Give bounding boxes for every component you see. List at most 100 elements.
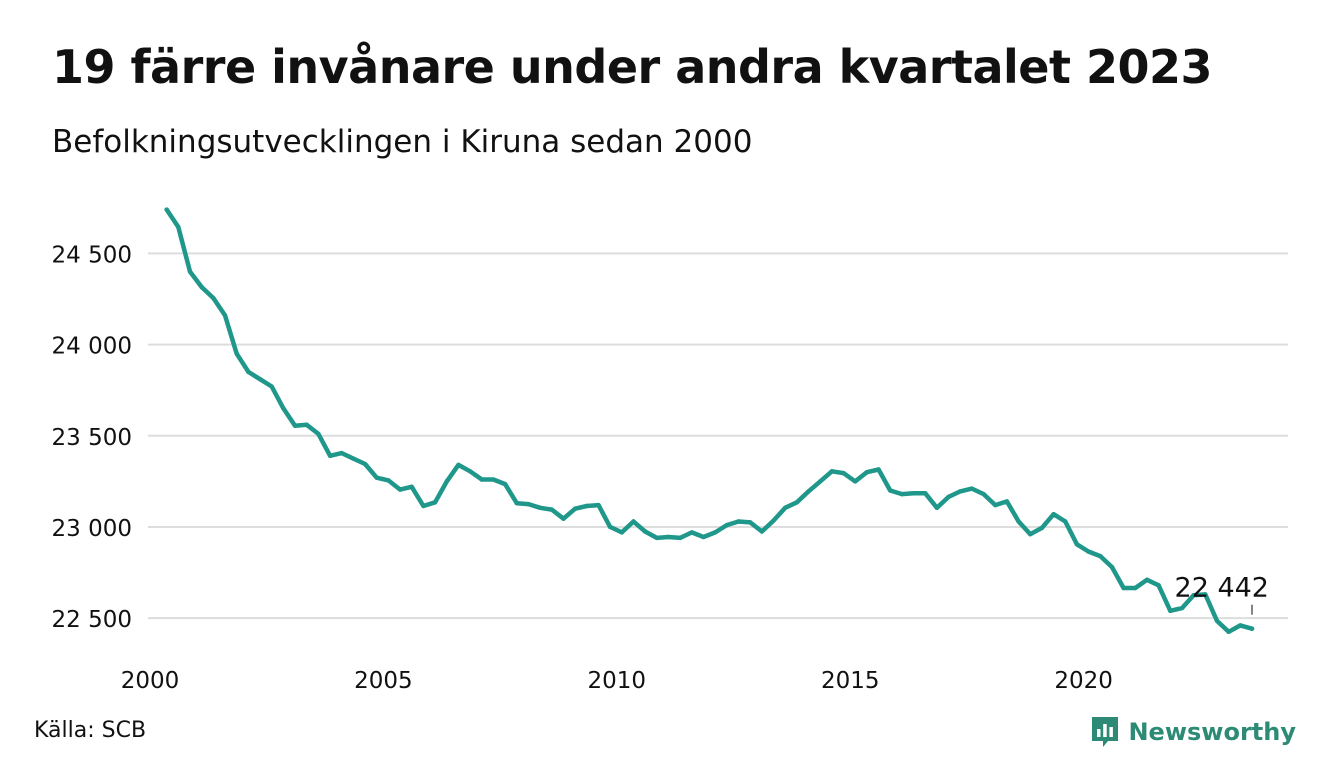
data-point xyxy=(222,313,228,318)
data-point xyxy=(607,524,613,530)
data-point xyxy=(1004,499,1010,504)
data-point xyxy=(292,423,298,428)
data-point xyxy=(362,461,368,467)
data-point xyxy=(1109,564,1115,570)
data-point xyxy=(1016,519,1021,524)
data-point xyxy=(1191,593,1196,598)
chart-title: 19 färre invånare under andra kvartalet … xyxy=(52,40,1213,94)
y-axis-ticks: 22 500 23 000 23 500 24 000 24 500 xyxy=(52,242,132,633)
annotation-label: 22 442 xyxy=(1175,573,1269,604)
data-point xyxy=(339,450,344,456)
data-point xyxy=(841,470,846,476)
data-point xyxy=(514,501,519,506)
data-point xyxy=(1203,592,1208,597)
grid-layer xyxy=(148,252,1288,620)
data-point xyxy=(911,491,916,496)
data-point xyxy=(316,431,321,437)
data-point xyxy=(876,467,881,472)
x-axis-ticks: 2000 2005 2010 2015 2020 xyxy=(121,668,1113,694)
data-point xyxy=(479,477,484,482)
data-point xyxy=(397,487,403,492)
data-point xyxy=(1156,583,1161,588)
data-point xyxy=(712,530,718,535)
x-tick-label: 2020 xyxy=(1054,668,1113,694)
data-point xyxy=(537,505,543,510)
data-point xyxy=(1028,532,1033,537)
data-point xyxy=(304,422,309,428)
data-point xyxy=(281,406,286,411)
brand-name: Newsworthy xyxy=(1128,718,1296,746)
data-point xyxy=(701,534,706,540)
data-point xyxy=(759,529,765,534)
data-point xyxy=(1168,608,1173,614)
data-point xyxy=(654,535,660,541)
data-point xyxy=(561,516,566,521)
data-point xyxy=(888,488,893,493)
y-tick-label: 22 500 xyxy=(52,607,132,633)
data-point xyxy=(351,456,356,461)
data-point xyxy=(246,369,251,375)
data-point xyxy=(1226,629,1231,634)
y-tick-label: 24 500 xyxy=(52,242,132,268)
data-point xyxy=(491,477,496,482)
data-point xyxy=(1133,585,1138,591)
y-tick-label: 24 000 xyxy=(52,334,132,360)
x-tick-label: 2000 xyxy=(121,668,180,694)
data-point xyxy=(409,484,414,490)
data-point xyxy=(689,530,695,535)
series-layer xyxy=(164,207,1255,635)
data-point xyxy=(969,486,975,491)
data-point xyxy=(327,453,333,459)
data-point xyxy=(782,505,788,510)
data-point xyxy=(596,502,601,508)
data-point xyxy=(771,518,776,523)
data-point xyxy=(806,489,811,494)
newsworthy-logo-icon xyxy=(1092,717,1119,747)
data-point xyxy=(864,470,870,475)
y-tick-label: 23 000 xyxy=(52,516,132,542)
data-point xyxy=(1144,577,1150,583)
data-point xyxy=(1098,553,1103,559)
data-point xyxy=(584,503,589,509)
data-point xyxy=(1063,519,1068,524)
data-point xyxy=(747,520,753,525)
data-point xyxy=(444,479,449,484)
data-point xyxy=(631,519,636,524)
data-point xyxy=(923,491,928,496)
y-tick-label: 23 500 xyxy=(52,425,132,451)
data-point xyxy=(164,207,169,212)
data-point xyxy=(642,529,648,534)
data-point xyxy=(946,494,951,500)
data-point xyxy=(794,500,800,505)
annotation-layer: 22 442 xyxy=(1175,573,1269,615)
data-point xyxy=(211,295,216,301)
data-point xyxy=(1179,605,1185,611)
data-point xyxy=(1238,623,1243,628)
data-point xyxy=(818,479,823,484)
data-point xyxy=(257,377,263,382)
data-point xyxy=(269,384,274,389)
series-line xyxy=(164,207,1255,635)
chart-subtitle: Befolkningsutvecklingen i Kiruna sedan 2… xyxy=(52,124,753,160)
data-point xyxy=(993,502,998,508)
data-point xyxy=(234,351,239,356)
source-label: Källa: SCB xyxy=(34,718,147,743)
data-point xyxy=(456,462,461,468)
brand-logo: Newsworthy xyxy=(1090,712,1296,752)
x-tick-label: 2015 xyxy=(821,668,880,694)
data-point xyxy=(934,505,940,510)
x-tick-label: 2005 xyxy=(354,668,413,694)
data-point xyxy=(1086,549,1091,554)
data-point xyxy=(1249,626,1255,631)
data-point xyxy=(502,481,508,487)
data-point xyxy=(899,491,905,497)
data-point xyxy=(467,469,473,474)
data-point xyxy=(981,491,986,497)
x-tick-label: 2010 xyxy=(588,668,647,694)
data-point xyxy=(736,519,741,524)
data-point xyxy=(386,478,391,483)
data-point xyxy=(572,506,578,511)
data-point xyxy=(1051,511,1056,517)
data-point xyxy=(421,503,426,509)
